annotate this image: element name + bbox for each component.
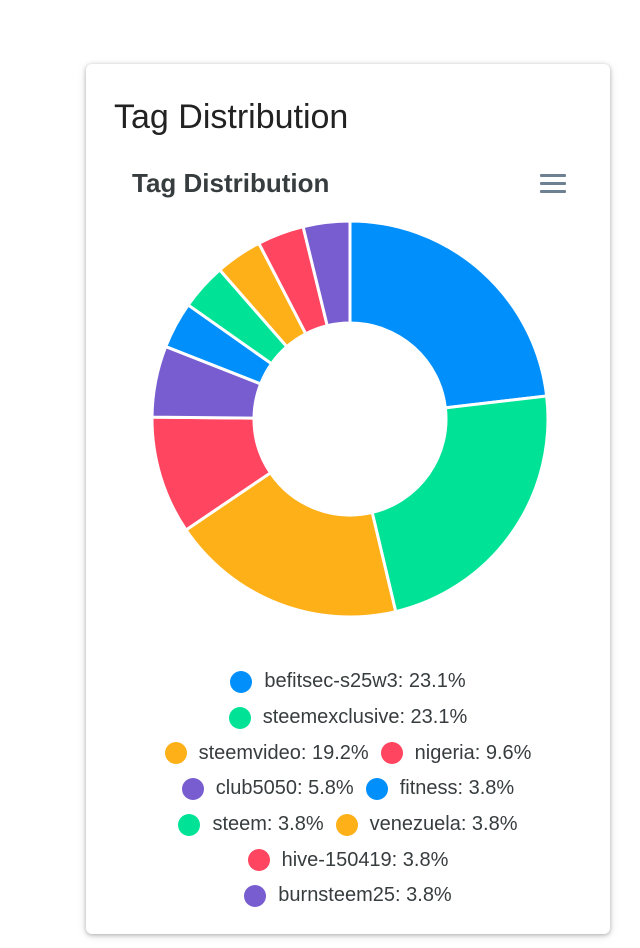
legend-label: nigeria: 9.6% — [414, 741, 532, 764]
legend-marker — [230, 670, 253, 693]
legend-label: steemvideo: 19.2% — [198, 741, 369, 764]
legend-item-venezuela[interactable]: venezuela: 3.8% — [335, 813, 518, 836]
chart-title: Tag Distribution — [132, 168, 330, 198]
legend-item-fitness[interactable]: fitness: 3.8% — [365, 777, 515, 800]
chart-legend: befitsec-s25w3: 23.1% steemexclusive: 23.… — [86, 664, 610, 914]
legend-marker — [380, 742, 403, 765]
legend-item-hive-150419[interactable]: hive-150419: 3.8% — [247, 848, 449, 872]
legend-marker — [365, 777, 388, 800]
legend-row: hive-150419: 3.8% — [86, 842, 610, 878]
legend-row: club5050: 5.8% fitness: 3.8% — [86, 771, 610, 807]
legend-label: venezuela: 3.8% — [369, 813, 518, 836]
legend-marker — [247, 849, 270, 872]
legend-label: steem: 3.8% — [212, 813, 324, 836]
donut-slice-steemvideo[interactable] — [183, 470, 398, 619]
legend-marker — [228, 706, 251, 729]
legend-marker — [164, 742, 187, 765]
legend-item-steemvideo[interactable]: steemvideo: 19.2% — [164, 741, 369, 765]
legend-marker — [244, 884, 267, 907]
legend-label: befitsec-s25w3: 23.1% — [264, 670, 466, 693]
tag-distribution-card: Tag Distribution Tag Distribution befits… — [86, 64, 610, 934]
legend-item-nigeria[interactable]: nigeria: 9.6% — [380, 741, 532, 765]
donut-slice-befitsec-s25w3[interactable] — [348, 219, 549, 410]
legend-row: steemvideo: 19.2% nigeria: 9.6% — [86, 735, 610, 771]
legend-marker — [178, 813, 201, 836]
legend-item-steemexclusive[interactable]: steemexclusive: 23.1% — [228, 706, 468, 729]
card-title: Tag Distribution — [114, 98, 349, 136]
legend-item-befitsec-s25w3[interactable]: befitsec-s25w3: 23.1% — [230, 670, 466, 693]
donut-chart — [150, 219, 550, 619]
legend-row: burnsteem25: 3.8% — [86, 878, 610, 914]
legend-row: befitsec-s25w3: 23.1% — [86, 664, 610, 700]
legend-label: club5050: 5.8% — [215, 777, 354, 800]
legend-item-club5050[interactable]: club5050: 5.8% — [181, 777, 354, 800]
donut-slice-steemexclusive[interactable] — [370, 394, 550, 614]
legend-item-steem[interactable]: steem: 3.8% — [178, 813, 324, 836]
legend-marker — [335, 813, 358, 836]
donut-slice-burnsteem25[interactable] — [301, 219, 352, 328]
legend-row: steemexclusive: 23.1% — [86, 700, 610, 736]
legend-label: fitness: 3.8% — [399, 777, 515, 800]
legend-item-burnsteem25[interactable]: burnsteem25: 3.8% — [244, 884, 452, 907]
legend-marker — [181, 777, 204, 800]
legend-row: steem: 3.8% venezuela: 3.8% — [86, 807, 610, 843]
legend-label: hive-150419: 3.8% — [281, 848, 449, 871]
legend-label: steemexclusive: 23.1% — [262, 706, 468, 729]
legend-label: burnsteem25: 3.8% — [278, 884, 452, 907]
chart-menu-button[interactable] — [534, 168, 570, 200]
